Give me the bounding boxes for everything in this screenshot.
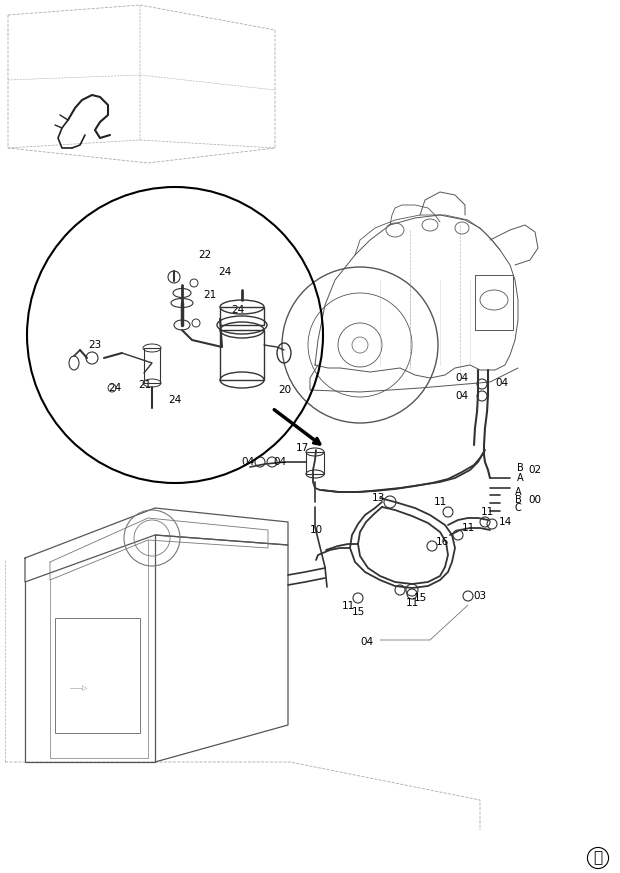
Text: 04: 04 — [273, 457, 286, 467]
Text: ▷: ▷ — [82, 685, 87, 691]
Text: 23: 23 — [89, 340, 102, 350]
Text: 04: 04 — [495, 378, 508, 388]
Bar — [475, 275, 513, 330]
Text: 16: 16 — [435, 537, 449, 547]
Text: B: B — [515, 495, 521, 505]
Text: 04: 04 — [456, 373, 469, 383]
Text: 24: 24 — [108, 383, 122, 393]
Text: 24: 24 — [169, 395, 182, 405]
Text: 11: 11 — [342, 601, 355, 611]
Bar — [144, 348, 160, 383]
Text: 11: 11 — [433, 497, 446, 507]
Text: B: B — [516, 463, 523, 473]
Text: A: A — [515, 487, 521, 497]
Text: 22: 22 — [198, 250, 211, 260]
Text: Ⓡ: Ⓡ — [593, 850, 603, 865]
Text: 04: 04 — [241, 457, 255, 467]
Text: 04: 04 — [456, 391, 469, 401]
Text: 11: 11 — [405, 598, 419, 608]
Text: 03: 03 — [474, 591, 487, 601]
Text: 00: 00 — [528, 495, 541, 505]
Bar — [55, 618, 140, 733]
Text: A: A — [516, 473, 523, 483]
Text: 24: 24 — [218, 267, 232, 277]
Text: 14: 14 — [498, 517, 511, 527]
Text: 11: 11 — [461, 523, 475, 533]
Text: C: C — [515, 503, 521, 513]
Bar — [220, 307, 264, 325]
Text: 11: 11 — [480, 507, 494, 517]
Text: 02: 02 — [528, 465, 541, 475]
Bar — [220, 330, 264, 380]
Text: 15: 15 — [414, 593, 427, 603]
Text: 21: 21 — [203, 290, 216, 300]
Text: 24: 24 — [231, 305, 245, 315]
Text: 17: 17 — [295, 443, 309, 453]
Text: 15: 15 — [352, 607, 365, 617]
Text: 04: 04 — [360, 637, 374, 647]
Text: 21: 21 — [138, 380, 152, 390]
Bar — [306, 452, 324, 474]
Text: 13: 13 — [371, 493, 384, 503]
Text: 20: 20 — [278, 385, 291, 395]
Text: 10: 10 — [309, 525, 322, 535]
